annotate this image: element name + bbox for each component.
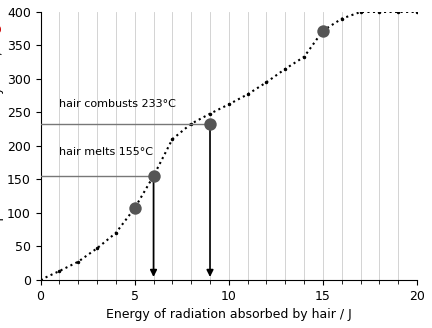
Point (131, 206, 138, 211)
Text: hair melts 155°C: hair melts 155°C (59, 147, 153, 157)
Text: °C: °C (0, 23, 4, 38)
Point (206, 121, 213, 126)
Text: Temperature achieved by hair /: Temperature achieved by hair / (0, 46, 4, 246)
Point (150, 174, 157, 179)
Point (320, 28, 327, 33)
X-axis label: Energy of radiation absorbed by hair / J: Energy of radiation absorbed by hair / J (106, 308, 352, 321)
Text: hair combusts 233°C: hair combusts 233°C (59, 99, 176, 109)
